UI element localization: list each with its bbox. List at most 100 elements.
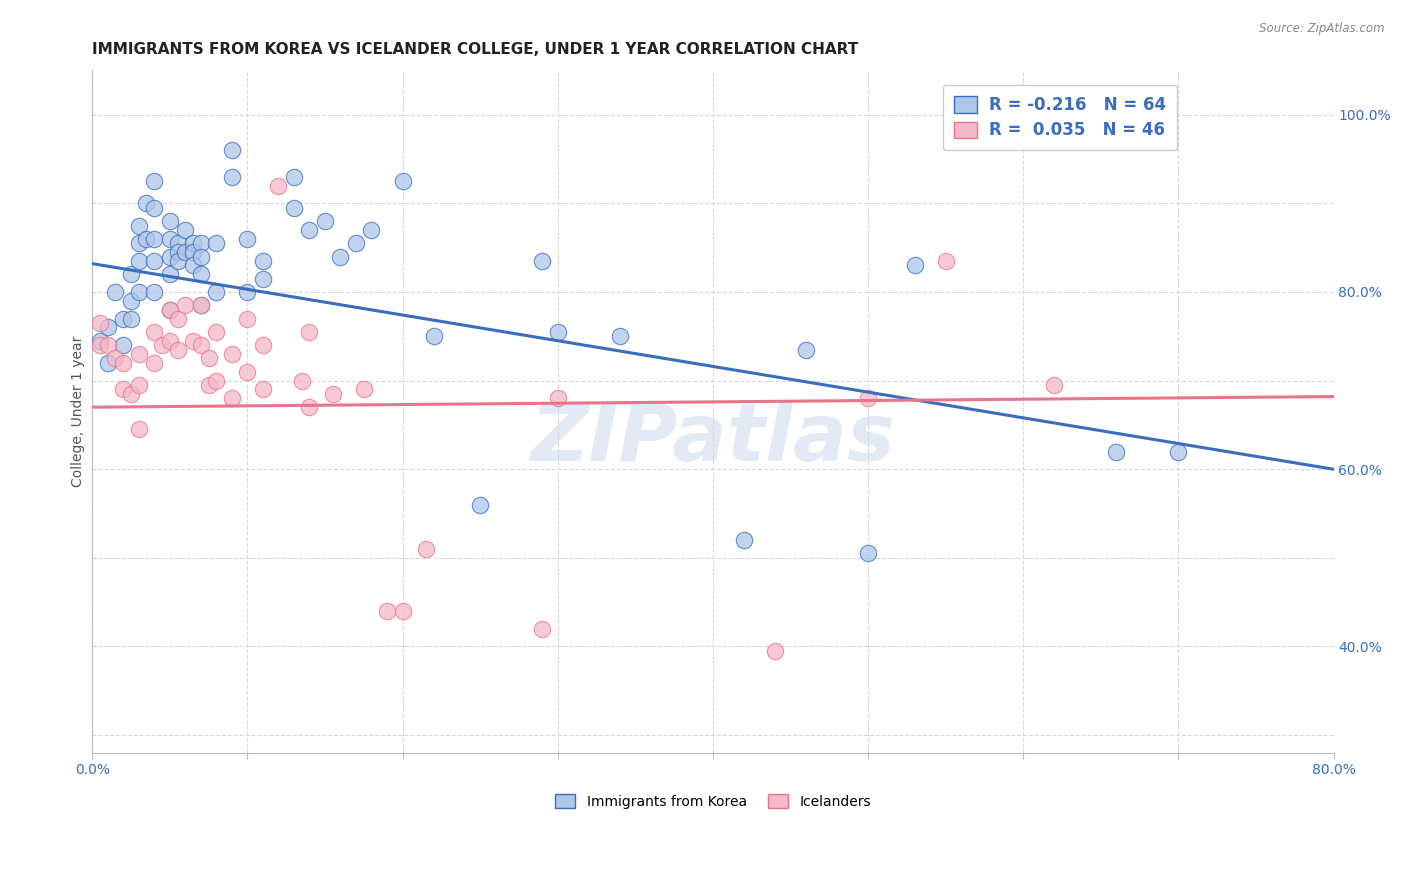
Point bbox=[181, 259, 204, 273]
Point bbox=[531, 622, 554, 636]
Point bbox=[97, 320, 120, 334]
Point bbox=[143, 356, 166, 370]
Point bbox=[221, 392, 243, 406]
Point bbox=[197, 378, 219, 392]
Point bbox=[128, 285, 150, 299]
Point bbox=[322, 387, 344, 401]
Point bbox=[935, 254, 957, 268]
Point bbox=[128, 254, 150, 268]
Point bbox=[181, 236, 204, 251]
Point bbox=[531, 254, 554, 268]
Point bbox=[190, 298, 212, 312]
Point bbox=[120, 387, 142, 401]
Point bbox=[174, 298, 197, 312]
Point bbox=[159, 232, 181, 246]
Point bbox=[97, 356, 120, 370]
Point bbox=[166, 311, 188, 326]
Point bbox=[205, 325, 228, 339]
Point bbox=[267, 178, 290, 193]
Point bbox=[166, 254, 188, 268]
Point bbox=[221, 169, 243, 184]
Point bbox=[236, 232, 259, 246]
Point bbox=[205, 374, 228, 388]
Point bbox=[159, 334, 181, 348]
Point bbox=[856, 546, 879, 560]
Point bbox=[190, 338, 212, 352]
Point bbox=[190, 267, 212, 281]
Point bbox=[159, 302, 181, 317]
Point bbox=[143, 254, 166, 268]
Point bbox=[205, 236, 228, 251]
Point bbox=[181, 245, 204, 260]
Point bbox=[128, 219, 150, 233]
Point bbox=[135, 232, 157, 246]
Point bbox=[298, 400, 321, 414]
Point bbox=[344, 236, 367, 251]
Point bbox=[733, 533, 755, 548]
Point bbox=[150, 338, 173, 352]
Point bbox=[547, 325, 569, 339]
Point bbox=[314, 214, 336, 228]
Point bbox=[283, 169, 305, 184]
Point bbox=[236, 285, 259, 299]
Point bbox=[120, 267, 142, 281]
Point bbox=[135, 196, 157, 211]
Point bbox=[252, 383, 274, 397]
Point bbox=[159, 267, 181, 281]
Point bbox=[89, 316, 111, 330]
Text: ZIPatlas: ZIPatlas bbox=[530, 400, 896, 478]
Point bbox=[104, 285, 127, 299]
Point bbox=[159, 214, 181, 228]
Point bbox=[283, 201, 305, 215]
Point bbox=[391, 174, 413, 188]
Point bbox=[89, 334, 111, 348]
Point bbox=[375, 604, 398, 618]
Point bbox=[143, 325, 166, 339]
Point bbox=[104, 351, 127, 366]
Point bbox=[353, 383, 375, 397]
Point bbox=[903, 259, 925, 273]
Y-axis label: College, Under 1 year: College, Under 1 year bbox=[72, 336, 86, 487]
Point bbox=[609, 329, 631, 343]
Point bbox=[128, 236, 150, 251]
Point bbox=[856, 392, 879, 406]
Point bbox=[298, 223, 321, 237]
Point bbox=[159, 302, 181, 317]
Point bbox=[166, 343, 188, 357]
Point bbox=[143, 232, 166, 246]
Point bbox=[252, 254, 274, 268]
Point bbox=[1105, 444, 1128, 458]
Point bbox=[794, 343, 817, 357]
Point bbox=[221, 347, 243, 361]
Point bbox=[143, 174, 166, 188]
Point bbox=[291, 374, 314, 388]
Point bbox=[128, 422, 150, 436]
Point bbox=[181, 334, 204, 348]
Point bbox=[190, 298, 212, 312]
Point bbox=[197, 351, 219, 366]
Point bbox=[360, 223, 382, 237]
Point bbox=[236, 365, 259, 379]
Point bbox=[112, 356, 135, 370]
Point bbox=[205, 285, 228, 299]
Point bbox=[547, 392, 569, 406]
Point bbox=[391, 604, 413, 618]
Point bbox=[468, 498, 491, 512]
Point bbox=[190, 236, 212, 251]
Legend: Immigrants from Korea, Icelanders: Immigrants from Korea, Icelanders bbox=[550, 789, 876, 814]
Point bbox=[422, 329, 444, 343]
Point bbox=[190, 250, 212, 264]
Point bbox=[143, 285, 166, 299]
Point bbox=[221, 143, 243, 157]
Text: IMMIGRANTS FROM KOREA VS ICELANDER COLLEGE, UNDER 1 YEAR CORRELATION CHART: IMMIGRANTS FROM KOREA VS ICELANDER COLLE… bbox=[93, 42, 859, 57]
Point bbox=[112, 338, 135, 352]
Point bbox=[1167, 444, 1189, 458]
Point bbox=[166, 245, 188, 260]
Point bbox=[252, 271, 274, 285]
Point bbox=[329, 250, 352, 264]
Point bbox=[236, 311, 259, 326]
Point bbox=[174, 223, 197, 237]
Point bbox=[112, 311, 135, 326]
Point bbox=[166, 236, 188, 251]
Point bbox=[112, 383, 135, 397]
